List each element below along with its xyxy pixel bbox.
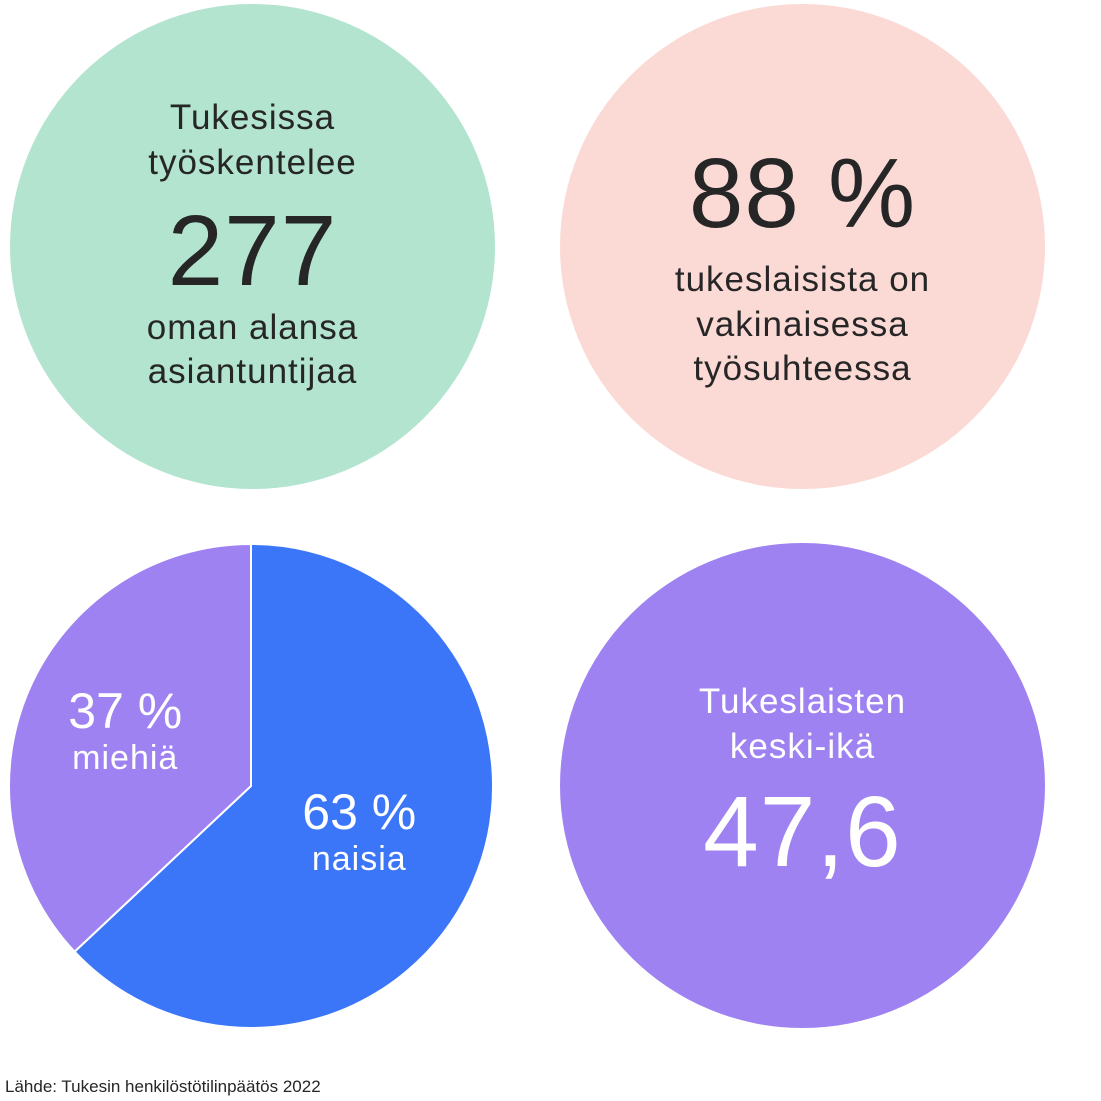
pie-label-women-value: 63 % — [302, 783, 417, 840]
employees-value: 277 — [167, 195, 338, 307]
pie-slice-men — [8, 542, 252, 954]
employees-line2: työskentelee — [148, 143, 357, 182]
employees-line4: asiantuntijaa — [147, 352, 358, 391]
source-note: Lähde: Tukesin henkilöstötilinpäätös 202… — [5, 1077, 321, 1096]
average-age-line1: Tukeslaisten — [698, 682, 907, 721]
employees-line3: oman alansa — [146, 308, 359, 347]
permanent-line1: tukeslaisista on — [674, 260, 931, 299]
pie-slice-women — [73, 542, 494, 1029]
average-age-line2: keski-ikä — [729, 727, 876, 766]
pie-label-men-value: 37 % — [68, 682, 183, 739]
permanent-value: 88 % — [688, 138, 917, 248]
average-age-circle: Tukeslaisten keski-ikä 47,6 — [560, 543, 1045, 1028]
employees-line1: Tukesissa — [169, 98, 336, 137]
permanent-line2: vakinaisessa — [696, 305, 909, 344]
pie-label-women-name: naisia — [311, 839, 407, 878]
pie-label-women: 63 % naisia — [302, 785, 416, 879]
pie-label-men-name: miehiä — [72, 738, 179, 777]
employees-circle: Tukesissa työskentelee 277 oman alansa a… — [10, 4, 495, 489]
permanent-circle: 88 % tukeslaisista on vakinaisessa työsu… — [560, 4, 1045, 489]
pie-label-men: 37 % miehiä — [68, 684, 182, 778]
average-age-value: 47,6 — [703, 776, 902, 888]
permanent-line3: työsuhteessa — [693, 349, 912, 388]
